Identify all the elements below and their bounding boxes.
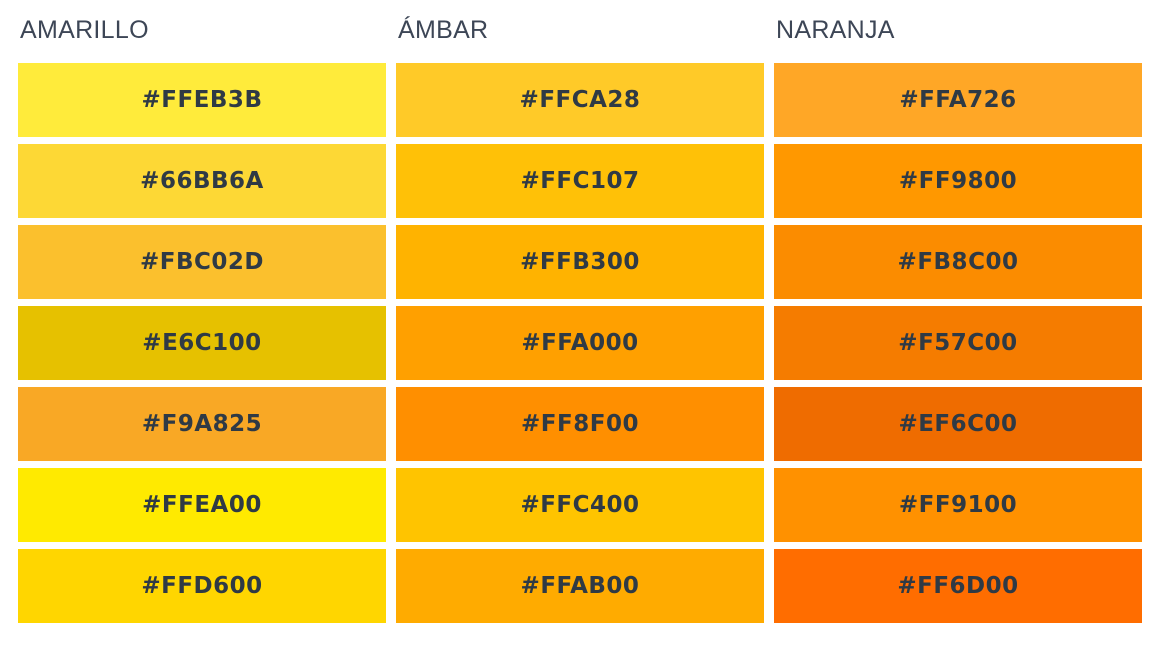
color-swatch[interactable]: #FFEB3B (18, 63, 386, 137)
column-title: ÁMBAR (398, 16, 489, 44)
color-swatch[interactable]: #FFA726 (774, 63, 1142, 137)
swatch-hex-label: #FF9800 (898, 168, 1018, 194)
swatch-hex-label: #FFC400 (520, 492, 640, 518)
color-swatch[interactable]: #E6C100 (18, 306, 386, 380)
color-swatch[interactable]: #F57C00 (774, 306, 1142, 380)
color-swatch[interactable]: #FFAB00 (396, 549, 764, 623)
swatch-hex-label: #FFB300 (520, 249, 640, 275)
swatch-hex-label: #F57C00 (898, 330, 1018, 356)
color-palette: AMARILLO #FFEB3B #66BB6A #FBC02D #E6C100 #F9A… (18, 0, 1142, 623)
color-swatch[interactable]: #FB8C00 (774, 225, 1142, 299)
column-title: NARANJA (776, 16, 895, 44)
swatch-hex-label: #FFD600 (141, 573, 263, 599)
swatch-list: #FFA726 #FF9800 #FB8C00 #F57C00 #EF6C00 #FF91… (774, 63, 1142, 623)
swatch-list: #FFEB3B #66BB6A #FBC02D #E6C100 #F9A825 #FFEA… (18, 63, 386, 623)
color-swatch[interactable]: #FFC400 (396, 468, 764, 542)
swatch-hex-label: #EF6C00 (898, 411, 1018, 437)
swatch-hex-label: #FF9100 (898, 492, 1018, 518)
color-swatch[interactable]: #FFD600 (18, 549, 386, 623)
color-swatch[interactable]: #F9A825 (18, 387, 386, 461)
swatch-hex-label: #FFAB00 (520, 573, 640, 599)
swatch-hex-label: #FBC02D (140, 249, 264, 275)
color-swatch[interactable]: #FFA000 (396, 306, 764, 380)
color-swatch[interactable]: #FFB300 (396, 225, 764, 299)
swatch-hex-label: #66BB6A (140, 168, 264, 194)
color-swatch[interactable]: #FFCA28 (396, 63, 764, 137)
color-swatch[interactable]: #FFC107 (396, 144, 764, 218)
swatch-hex-label: #FFCA28 (519, 87, 641, 113)
swatch-hex-label: #FF6D00 (897, 573, 1019, 599)
palette-column-ambar: ÁMBAR #FFCA28 #FFC107 #FFB300 #FFA000 #FF8F00… (396, 0, 764, 623)
swatch-hex-label: #FFEB3B (141, 87, 263, 113)
color-swatch[interactable]: #FF9800 (774, 144, 1142, 218)
color-swatch[interactable]: #FF9100 (774, 468, 1142, 542)
palette-column-amarillo: AMARILLO #FFEB3B #66BB6A #FBC02D #E6C100 #F9A… (18, 0, 386, 623)
swatch-list: #FFCA28 #FFC107 #FFB300 #FFA000 #FF8F00 #FFC4… (396, 63, 764, 623)
swatch-hex-label: #E6C100 (142, 330, 262, 356)
palette-column-naranja: NARANJA #FFA726 #FF9800 #FB8C00 #F57C00 #EF6C… (774, 0, 1142, 623)
column-title: AMARILLO (20, 16, 149, 44)
swatch-hex-label: #FB8C00 (897, 249, 1019, 275)
swatch-hex-label: #FFEA00 (142, 492, 262, 518)
color-swatch[interactable]: #FBC02D (18, 225, 386, 299)
swatch-hex-label: #FF8F00 (521, 411, 639, 437)
color-swatch[interactable]: #FF6D00 (774, 549, 1142, 623)
color-swatch[interactable]: #FFEA00 (18, 468, 386, 542)
swatch-hex-label: #FFA000 (521, 330, 639, 356)
color-swatch[interactable]: #66BB6A (18, 144, 386, 218)
color-swatch[interactable]: #FF8F00 (396, 387, 764, 461)
swatch-hex-label: #FFA726 (899, 87, 1017, 113)
swatch-hex-label: #FFC107 (520, 168, 640, 194)
color-swatch[interactable]: #EF6C00 (774, 387, 1142, 461)
swatch-hex-label: #F9A825 (141, 411, 263, 437)
